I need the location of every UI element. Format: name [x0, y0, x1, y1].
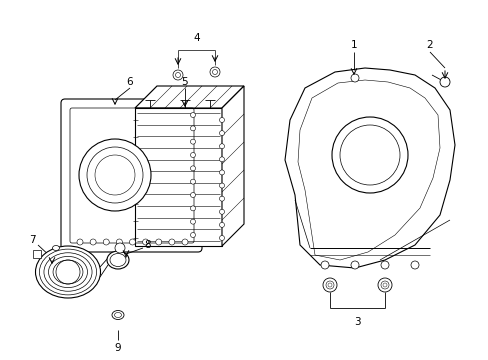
Circle shape — [219, 144, 224, 149]
Circle shape — [116, 239, 122, 245]
Text: 9: 9 — [115, 343, 121, 353]
Circle shape — [190, 139, 195, 144]
Circle shape — [377, 278, 391, 292]
Circle shape — [209, 67, 220, 77]
Ellipse shape — [52, 246, 60, 251]
Circle shape — [190, 193, 195, 198]
Text: 7: 7 — [29, 235, 35, 245]
Circle shape — [190, 126, 195, 131]
Circle shape — [410, 261, 418, 269]
Text: 2: 2 — [426, 40, 432, 50]
Circle shape — [219, 222, 224, 228]
Text: 8: 8 — [144, 240, 151, 250]
Circle shape — [103, 239, 109, 245]
Text: 3: 3 — [353, 317, 360, 327]
Circle shape — [182, 239, 187, 245]
Circle shape — [439, 77, 449, 87]
Circle shape — [190, 179, 195, 184]
Circle shape — [219, 157, 224, 162]
Circle shape — [350, 74, 358, 82]
Polygon shape — [135, 108, 222, 246]
Circle shape — [129, 239, 135, 245]
Circle shape — [219, 196, 224, 201]
Ellipse shape — [112, 310, 124, 320]
Text: 1: 1 — [350, 40, 357, 50]
Circle shape — [320, 261, 328, 269]
Circle shape — [77, 239, 83, 245]
Circle shape — [115, 243, 125, 253]
Circle shape — [190, 219, 195, 224]
Circle shape — [173, 70, 183, 80]
Circle shape — [190, 112, 195, 117]
Circle shape — [190, 166, 195, 171]
Circle shape — [168, 239, 175, 245]
Circle shape — [90, 239, 96, 245]
Circle shape — [331, 117, 407, 193]
Ellipse shape — [107, 251, 129, 269]
Circle shape — [219, 131, 224, 136]
Circle shape — [190, 206, 195, 211]
Polygon shape — [285, 68, 454, 268]
Circle shape — [350, 261, 358, 269]
Circle shape — [190, 233, 195, 238]
Circle shape — [380, 261, 388, 269]
Circle shape — [219, 183, 224, 188]
Circle shape — [323, 278, 336, 292]
Text: 6: 6 — [126, 77, 133, 87]
Text: 5: 5 — [182, 77, 188, 87]
Circle shape — [219, 209, 224, 214]
Circle shape — [142, 239, 148, 245]
Circle shape — [219, 170, 224, 175]
FancyBboxPatch shape — [61, 99, 202, 252]
Circle shape — [190, 153, 195, 157]
Circle shape — [380, 281, 388, 289]
Polygon shape — [222, 86, 244, 246]
Circle shape — [325, 281, 333, 289]
Circle shape — [79, 139, 151, 211]
Text: 4: 4 — [193, 33, 200, 43]
Circle shape — [156, 239, 162, 245]
Bar — [33, 250, 41, 258]
Circle shape — [219, 235, 224, 240]
Ellipse shape — [36, 246, 101, 298]
Circle shape — [219, 117, 224, 122]
Polygon shape — [135, 86, 244, 108]
